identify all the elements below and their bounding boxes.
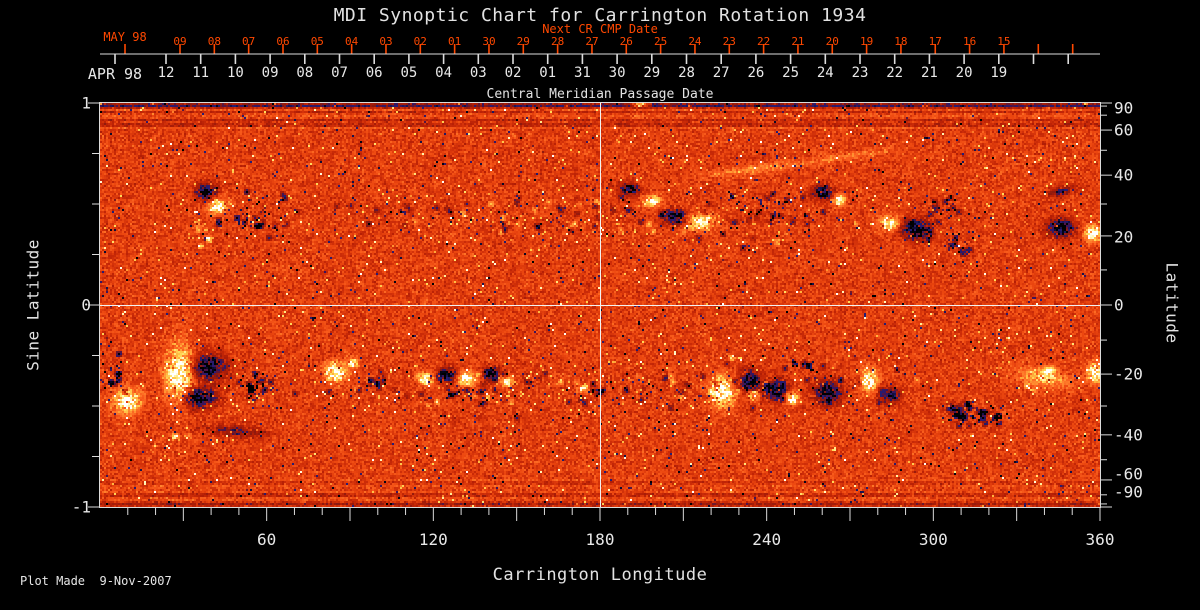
cmp-current-day-label: 01 xyxy=(539,65,557,81)
cmp-current-day-label: 19 xyxy=(990,65,1008,81)
cmp-next-day-label: 03 xyxy=(379,35,393,48)
cmp-current-day-label: 08 xyxy=(296,65,314,81)
cmp-current-day-label: 06 xyxy=(365,65,383,81)
cmp-current-day-label: 27 xyxy=(712,65,730,81)
cmp-next-day-label: 25 xyxy=(653,35,668,48)
cmp-next-day-label: 01 xyxy=(448,35,462,48)
current-cr-month-label: APR 98 xyxy=(87,65,143,83)
cmp-next-day-label: 20 xyxy=(825,35,839,48)
cmp-current-day-label: 03 xyxy=(469,65,487,81)
cmp-current-day-label: 28 xyxy=(678,65,695,81)
cmp-current-day-label: 04 xyxy=(435,65,453,81)
y-right-tick-label: -60 xyxy=(1114,464,1143,484)
y-right-tick-label: -40 xyxy=(1114,425,1143,445)
cmp-current-day-label: 23 xyxy=(851,65,869,81)
cmp-next-day-label: 15 xyxy=(997,35,1011,48)
next-cr-month-label: MAY 98 xyxy=(103,30,147,44)
cmp-current-day-label: 05 xyxy=(400,65,418,81)
y-right-tick-label: 0 xyxy=(1114,295,1124,315)
cmp-current-day-label: 22 xyxy=(886,65,904,81)
y-right-tick-label: 40 xyxy=(1114,165,1134,185)
cmp-current-day-label: 12 xyxy=(157,65,175,81)
y-left-tick-label: 0 xyxy=(81,295,91,315)
cmp-next-day-label: 05 xyxy=(310,35,324,48)
cmp-next-day-label: 09 xyxy=(173,35,187,48)
cmp-current-day-label: 30 xyxy=(608,65,626,81)
x-tick-label: 60 xyxy=(257,530,277,549)
cmp-next-day-label: 08 xyxy=(207,35,221,48)
cmp-next-day-label: 18 xyxy=(894,35,908,48)
magnetogram-heatmap xyxy=(100,103,1100,507)
x-tick-label: 240 xyxy=(752,530,782,549)
cmp-next-day-label: 07 xyxy=(242,35,256,48)
x-tick-label: 120 xyxy=(418,530,448,549)
cmp-next-day-label: 16 xyxy=(962,35,977,48)
cmp-next-day-label: 26 xyxy=(619,35,633,48)
cmp-current-day-label: 07 xyxy=(331,65,348,81)
y-axis-title-left: Sine Latitude xyxy=(23,239,43,371)
y-right-tick-label: 60 xyxy=(1114,120,1134,140)
plot-made-timestamp: Plot Made 9-Nov-2007 xyxy=(20,574,172,588)
x-tick-label: 360 xyxy=(1085,530,1115,549)
y-axis-title-right: Latitude xyxy=(1162,262,1182,344)
cmp-current-day-label: 21 xyxy=(920,65,938,81)
cmp-current-day-label: 31 xyxy=(573,65,591,81)
cmp-current-day-label: 26 xyxy=(747,65,765,81)
cmp-current-day-label: 11 xyxy=(192,65,210,81)
cmp-next-day-label: 17 xyxy=(928,35,942,48)
cmp-next-day-label: 23 xyxy=(722,35,736,48)
cmp-current-day-label: 10 xyxy=(226,65,244,81)
y-right-tick-label: 20 xyxy=(1114,227,1134,247)
cmp-next-day-label: 30 xyxy=(482,35,496,48)
cmp-next-day-label: 06 xyxy=(276,35,290,48)
x-tick-label: 180 xyxy=(585,530,615,549)
cmp-next-day-label: 28 xyxy=(551,35,565,48)
cmp-next-day-label: 29 xyxy=(516,35,530,48)
cmp-next-day-label: 19 xyxy=(859,35,874,48)
cmp-next-day-label: 22 xyxy=(756,35,771,48)
cmp-next-day-label: 27 xyxy=(585,35,599,48)
cmp-next-day-label: 21 xyxy=(791,35,805,48)
y-right-tick-label: -20 xyxy=(1114,364,1143,384)
x-axis-title: Carrington Longitude xyxy=(492,565,708,585)
cmp-current-day-label: 02 xyxy=(504,65,522,81)
cmp-current-day-label: 09 xyxy=(261,65,279,81)
cmp-next-day-label: 04 xyxy=(345,35,359,48)
cmp-current-day-label: 25 xyxy=(782,65,800,81)
cmp-current-day-label: 24 xyxy=(816,65,834,81)
cmp-current-day-label: 29 xyxy=(643,65,661,81)
page-title: MDI Synoptic Chart for Carrington Rotati… xyxy=(333,5,867,26)
next-cr-cmp-date-label: Next CR CMP Date xyxy=(542,22,658,36)
cmp-next-day-label: 02 xyxy=(413,35,427,48)
y-right-tick-label: -90 xyxy=(1114,482,1143,502)
x-tick-label: 300 xyxy=(918,530,948,549)
cmp-current-day-label: 20 xyxy=(955,65,973,81)
central-meridian-passage-date-label: Central Meridian Passage Date xyxy=(486,87,714,102)
y-left-tick-label: -1 xyxy=(71,497,91,517)
cmp-next-day-label: 24 xyxy=(688,35,702,48)
